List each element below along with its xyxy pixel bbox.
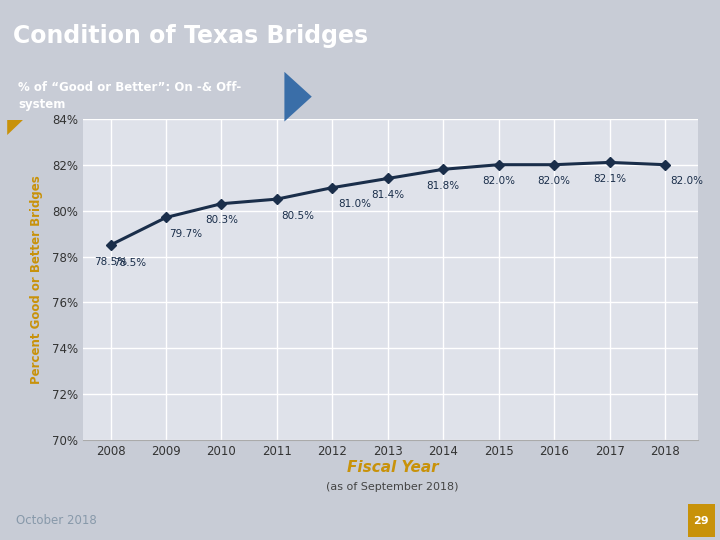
Text: 82.0%: 82.0% [538, 176, 571, 186]
Text: 81.0%: 81.0% [338, 199, 371, 208]
Text: 78.5%: 78.5% [113, 258, 146, 268]
Text: (as of September 2018): (as of September 2018) [326, 482, 459, 492]
Text: 29: 29 [693, 516, 709, 525]
Text: 78.5%: 78.5% [94, 257, 127, 267]
FancyBboxPatch shape [688, 504, 715, 537]
Text: 80.5%: 80.5% [282, 211, 315, 221]
Text: Condition of Texas Bridges: Condition of Texas Bridges [13, 24, 368, 48]
Text: 79.7%: 79.7% [168, 230, 202, 239]
Text: 82.1%: 82.1% [593, 174, 626, 184]
Text: October 2018: October 2018 [16, 514, 96, 527]
Text: 82.0%: 82.0% [482, 176, 516, 186]
Y-axis label: Percent Good or Better Bridges: Percent Good or Better Bridges [30, 175, 43, 384]
Text: 80.3%: 80.3% [205, 215, 238, 225]
Text: Fiscal Year: Fiscal Year [346, 460, 438, 475]
Text: % of “Good or Better”: On -& Off-
system: % of “Good or Better”: On -& Off- system [18, 80, 241, 111]
Text: 81.8%: 81.8% [427, 181, 460, 191]
Polygon shape [7, 120, 23, 135]
Text: 81.4%: 81.4% [372, 190, 405, 200]
Polygon shape [284, 72, 312, 122]
Text: 82.0%: 82.0% [670, 176, 703, 186]
